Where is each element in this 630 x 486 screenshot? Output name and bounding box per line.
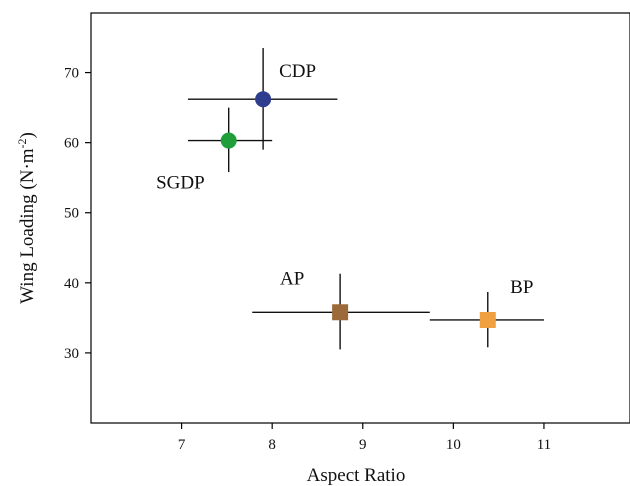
label-cdp: CDP — [279, 61, 316, 82]
error-bars — [187, 48, 544, 350]
x-axis-ticks: 7 8 9 10 11 — [178, 423, 551, 453]
y-axis-label-superscript: -2 — [15, 138, 29, 148]
label-sgdp: SGDP — [156, 173, 205, 194]
y-tick-label: 70 — [64, 66, 79, 82]
y-tick-label: 40 — [64, 276, 79, 292]
point-labels: CDP SGDP AP BP — [156, 61, 533, 298]
x-tick-label: 11 — [537, 437, 551, 453]
y-axis-label: Wing Loading (N·m-2) — [15, 132, 38, 304]
y-tick-label: 60 — [64, 136, 79, 152]
y-tick-label: 30 — [64, 346, 79, 362]
label-bp: BP — [510, 277, 533, 298]
data-points — [220, 91, 496, 328]
x-axis-label: Aspect Ratio — [307, 465, 406, 486]
label-ap: AP — [280, 268, 304, 289]
point-bp — [479, 311, 496, 328]
x-tick-label: 10 — [446, 437, 461, 453]
x-tick-label: 7 — [178, 437, 186, 453]
y-axis-ticks: 30 40 50 60 70 — [64, 66, 91, 362]
plot-frame — [90, 12, 630, 424]
point-sgdp — [220, 132, 237, 149]
point-ap — [332, 304, 349, 321]
x-tick-label: 8 — [268, 437, 276, 453]
x-tick-label: 9 — [359, 437, 367, 453]
point-cdp — [255, 91, 272, 108]
y-tick-label: 50 — [64, 206, 79, 222]
